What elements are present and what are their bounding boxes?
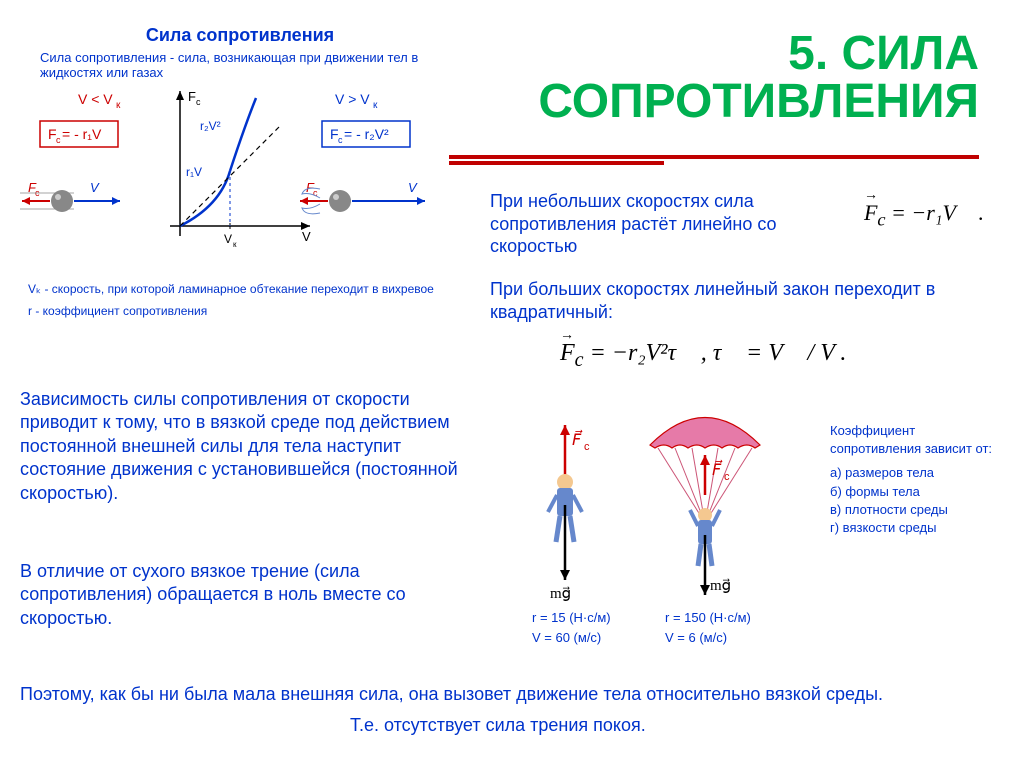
svg-text:r₂V²: r₂V² [200, 119, 221, 133]
svg-text:к: к [373, 100, 378, 111]
svg-text:c: c [584, 441, 590, 453]
svg-text:c: c [196, 97, 201, 107]
svg-text:F⃗: F⃗ [572, 429, 583, 449]
coeff-d: г) вязкости среды [830, 519, 1005, 537]
coeff-b: б) формы тела [830, 483, 1005, 501]
svg-text:c: c [338, 135, 343, 145]
svg-text:V: V [302, 229, 311, 244]
svg-text:= - r₁V: = - r₁V [62, 126, 102, 142]
svg-text:V: V [408, 180, 418, 195]
svg-text:V < V: V < V [78, 91, 113, 107]
svg-text:F⃗: F⃗ [712, 459, 723, 479]
chart-svg: V < V к F c = - r₁V F c V Fc [20, 86, 440, 276]
svg-text:= - r₂V²: = - r₂V² [344, 126, 389, 142]
title-l1: 5. СИЛА [788, 27, 979, 80]
svg-text:V = 6 (м/с): V = 6 (м/с) [665, 630, 727, 645]
coeff-header: Коэффициент сопротивления зависит от: [830, 422, 1005, 458]
svg-text:к: к [116, 100, 121, 111]
linear-law-text: При небольших скоростях сила сопротивлен… [490, 190, 800, 258]
coeff-c: в) плотности среды [830, 501, 1005, 519]
svg-text:r₁V: r₁V [186, 165, 202, 179]
title-l2: СОПРОТИВЛЕНИЯ [538, 75, 979, 128]
title-underline [449, 155, 979, 159]
conclusion-text: Поэтому, как бы ни была мала внешняя сил… [20, 683, 1000, 706]
chart-area: V < V к F c = - r₁V F c V Fc [20, 86, 440, 276]
svg-text:F: F [188, 89, 196, 104]
no-static-friction-text: Т.е. отсутствует сила трения покоя. [350, 715, 1000, 736]
diagram-legend1: Vₖ - скорость, при которой ламинарное об… [20, 276, 460, 298]
coeff-a: а) размеров тела [830, 464, 1005, 482]
svg-text:V > V: V > V [335, 91, 370, 107]
formula-linear: Fc = −r₁V⃗ . [864, 200, 984, 230]
svg-text:mg⃗: mg⃗ [550, 586, 571, 602]
title-underline2 [449, 161, 664, 165]
terminal-velocity-text: Зависимость силы сопротивления от скорос… [20, 388, 480, 505]
diagram-legend2: r - коэффициент сопротивления [20, 298, 460, 320]
viscous-friction-text: В отличие от сухого вязкое трение (сила … [20, 560, 480, 630]
svg-text:V = 60 (м/с): V = 60 (м/с) [532, 630, 601, 645]
formula-quadratic: Fc = −r₂V²τ⃗ , τ⃗ = V⃗ / V . [560, 340, 846, 372]
svg-text:c: c [724, 471, 730, 483]
svg-text:r = 150 (Н·с/м): r = 150 (Н·с/м) [665, 610, 751, 625]
resistance-diagram: Сила сопротивления Сила сопротивления - … [20, 25, 460, 365]
diagram-title: Сила сопротивления [20, 25, 460, 46]
svg-text:r = 15 (Н·с/м): r = 15 (Н·с/м) [532, 610, 611, 625]
svg-text:mg⃗: mg⃗ [710, 578, 731, 594]
parachute-diagram: F⃗ c mg⃗ r = 15 (Н·с/м) V = 60 (м/с) F⃗ … [510, 400, 810, 660]
diagram-definition: Сила сопротивления - сила, возникающая п… [20, 50, 460, 80]
quadratic-law-text: При больших скоростях линейный закон пер… [490, 278, 960, 323]
svg-text:к: к [233, 240, 237, 249]
svg-text:V: V [224, 232, 232, 246]
main-title: 5. СИЛА СОПРОТИВЛЕНИЯ [538, 30, 979, 126]
svg-text:c: c [56, 135, 61, 145]
coefficient-dependencies: Коэффициент сопротивления зависит от: а)… [830, 422, 1005, 537]
svg-text:V: V [90, 180, 100, 195]
